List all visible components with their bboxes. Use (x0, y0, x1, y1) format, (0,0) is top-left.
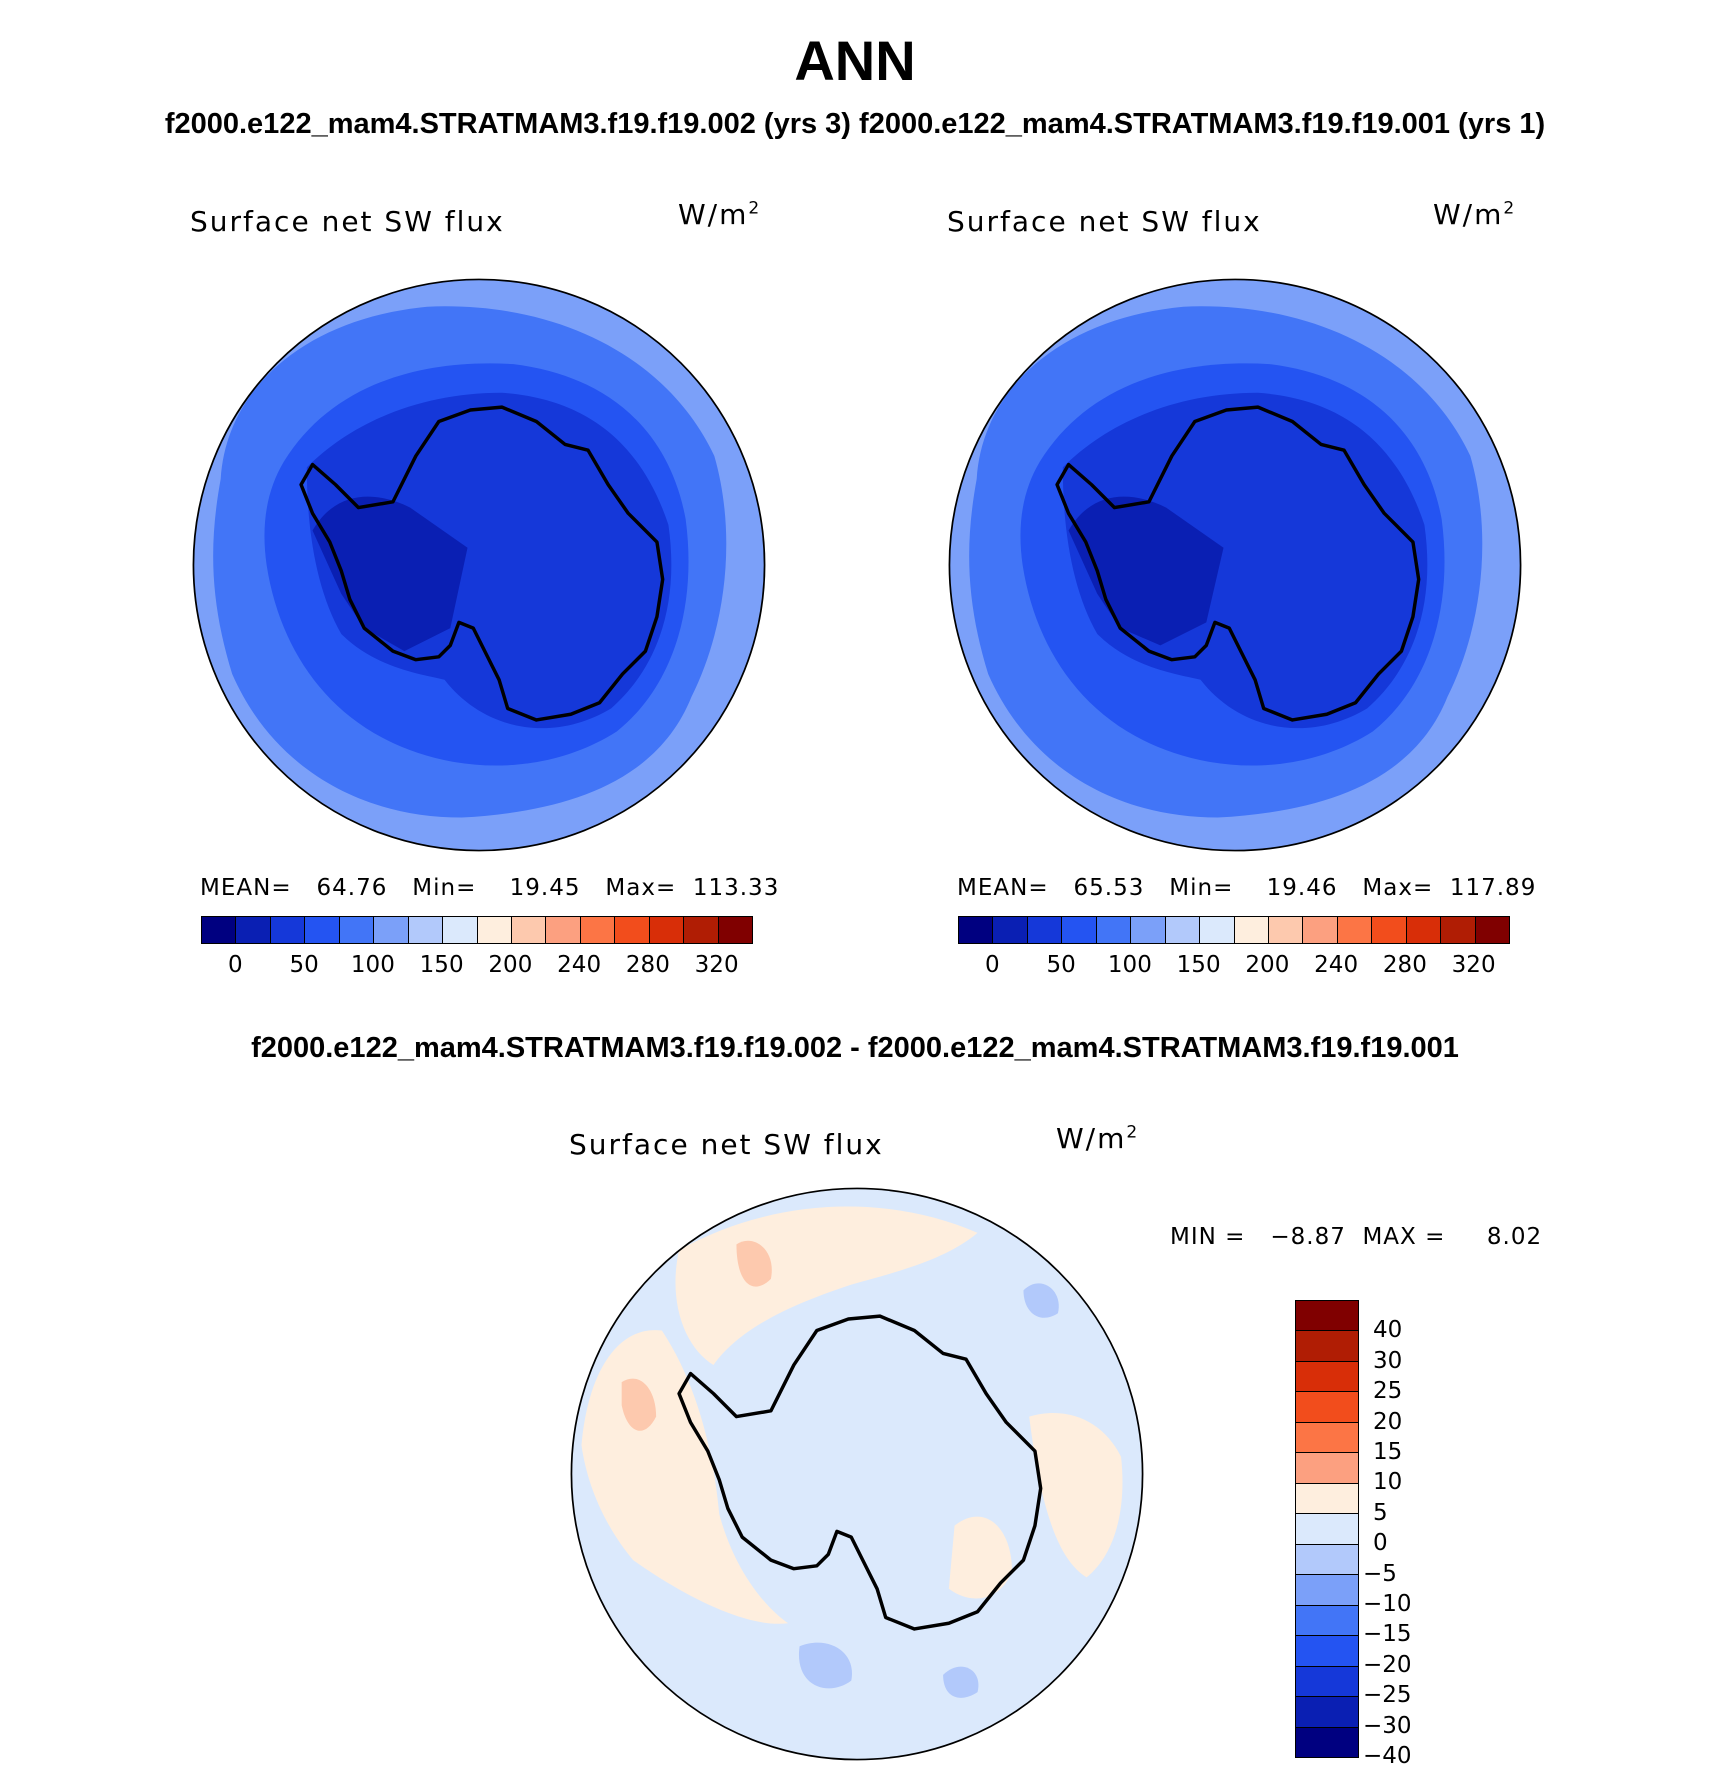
right-units-label: W/m2 (1433, 198, 1517, 231)
colorbar-tick-label: 150 (419, 952, 464, 978)
colorbar-tick-label: 30 (1373, 1347, 1403, 1374)
left-colorbar (201, 916, 753, 944)
right-stats: MEAN= 65.53 Min= 19.46 Max= 117.89 (957, 875, 1537, 901)
colorbar-tick-label: 10 (1373, 1469, 1403, 1496)
colorbar-swatch (959, 917, 994, 943)
colorbar-tick-label: −20 (1363, 1651, 1412, 1678)
left-case-name: f2000.e122_mam4.STRATMAM3.f19.f19.002 (y… (164, 108, 851, 140)
colorbar-swatch (1296, 1453, 1358, 1484)
colorbar-swatch (443, 917, 478, 943)
colorbar-swatch (1296, 1422, 1358, 1454)
colorbar-tick-label: 15 (1373, 1439, 1403, 1465)
difference-colorbar (1295, 1300, 1359, 1758)
left-map (192, 278, 766, 852)
colorbar-tick-label: 40 (1373, 1317, 1403, 1344)
colorbar-swatch (477, 917, 512, 943)
colorbar-swatch (270, 917, 306, 943)
colorbar-tick-label: 320 (1451, 952, 1496, 978)
colorbar-tick-label: 200 (488, 952, 533, 978)
colorbar-swatch (1096, 917, 1132, 943)
right-variable-label: Surface net SW flux (947, 205, 1262, 238)
colorbar-tick-label: −5 (1363, 1560, 1397, 1587)
colorbar-tick-label: 25 (1373, 1378, 1403, 1405)
colorbar-swatch (339, 917, 375, 943)
colorbar-tick-label: 200 (1245, 952, 1290, 978)
right-colorbar (958, 916, 1510, 944)
colorbar-swatch (1475, 917, 1509, 943)
colorbar-swatch (1200, 917, 1235, 943)
colorbar-swatch (1165, 917, 1201, 943)
colorbar-swatch (718, 917, 752, 943)
colorbar-swatch (684, 917, 719, 943)
colorbar-swatch (1027, 917, 1063, 943)
colorbar-swatch (1296, 1301, 1358, 1332)
colorbar-swatch (202, 917, 237, 943)
colorbar-tick-label: 50 (1046, 952, 1076, 978)
colorbar-swatch (1337, 917, 1373, 943)
colorbar-swatch (1296, 1392, 1358, 1423)
colorbar-swatch (1131, 917, 1166, 943)
colorbar-tick-label: −25 (1363, 1682, 1412, 1709)
colorbar-swatch (1234, 917, 1269, 943)
colorbar-tick-label: 0 (228, 952, 243, 978)
difference-map (570, 1187, 1144, 1761)
colorbar-swatch (1296, 1575, 1358, 1606)
colorbar-swatch (993, 917, 1028, 943)
colorbar-swatch (1296, 1483, 1358, 1515)
colorbar-tick-label: −15 (1363, 1621, 1412, 1648)
colorbar-tick-label: 0 (1373, 1530, 1388, 1557)
colorbar-tick-label: 100 (350, 952, 395, 978)
colorbar-swatch (1296, 1727, 1358, 1758)
colorbar-tick-label: 150 (1176, 952, 1221, 978)
diff-minmax: MIN = −8.87 MAX = 8.02 (1170, 1224, 1543, 1250)
colorbar-swatch (1296, 1514, 1358, 1545)
case-names-heading: f2000.e122_mam4.STRATMAM3.f19.f19.002 (y… (0, 108, 1710, 141)
colorbar-swatch (1406, 917, 1442, 943)
colorbar-swatch (1296, 1666, 1358, 1698)
colorbar-tick-label: −10 (1363, 1591, 1412, 1617)
colorbar-swatch (1372, 917, 1407, 943)
colorbar-swatch (408, 917, 444, 943)
left-units-label: W/m2 (678, 198, 762, 231)
colorbar-tick-label: 320 (694, 952, 739, 978)
colorbar-swatch (546, 917, 581, 943)
diff-variable-label: Surface net SW flux (569, 1128, 884, 1161)
colorbar-tick-label: 280 (1382, 952, 1427, 978)
colorbar-swatch (1296, 1636, 1358, 1667)
colorbar-swatch (236, 917, 271, 943)
difference-title: f2000.e122_mam4.STRATMAM3.f19.f19.002 - … (251, 1032, 1459, 1064)
colorbar-swatch (1296, 1697, 1358, 1728)
colorbar-tick-label: 20 (1373, 1408, 1403, 1435)
colorbar-swatch (1441, 917, 1476, 943)
colorbar-swatch (305, 917, 340, 943)
colorbar-swatch (1268, 917, 1304, 943)
colorbar-tick-label: −40 (1363, 1743, 1412, 1769)
colorbar-swatch (1296, 1361, 1358, 1393)
colorbar-swatch (1296, 1605, 1358, 1637)
colorbar-tick-label: 50 (289, 952, 319, 978)
colorbar-swatch (1296, 1331, 1358, 1362)
colorbar-swatch (511, 917, 547, 943)
colorbar-tick-label: 100 (1107, 952, 1152, 978)
colorbar-swatch (649, 917, 685, 943)
colorbar-swatch (1062, 917, 1097, 943)
colorbar-swatch (374, 917, 409, 943)
colorbar-swatch (1296, 1544, 1358, 1576)
colorbar-tick-label: 240 (1314, 952, 1359, 978)
left-stats: MEAN= 64.76 Min= 19.45 Max= 113.33 (200, 875, 780, 901)
colorbar-tick-label: 0 (985, 952, 1000, 978)
colorbar-swatch (1303, 917, 1338, 943)
colorbar-swatch (615, 917, 650, 943)
figure-title: ANN (794, 29, 916, 92)
diff-units-label: W/m2 (1056, 1122, 1140, 1155)
right-case-name: f2000.e122_mam4.STRATMAM3.f19.f19.001 (y… (859, 108, 1546, 140)
colorbar-tick-label: 240 (557, 952, 602, 978)
colorbar-swatch (580, 917, 616, 943)
left-variable-label: Surface net SW flux (190, 205, 505, 238)
right-map (948, 278, 1522, 852)
colorbar-tick-label: −30 (1363, 1712, 1412, 1739)
colorbar-tick-label: 280 (625, 952, 670, 978)
colorbar-tick-label: 5 (1373, 1499, 1388, 1526)
